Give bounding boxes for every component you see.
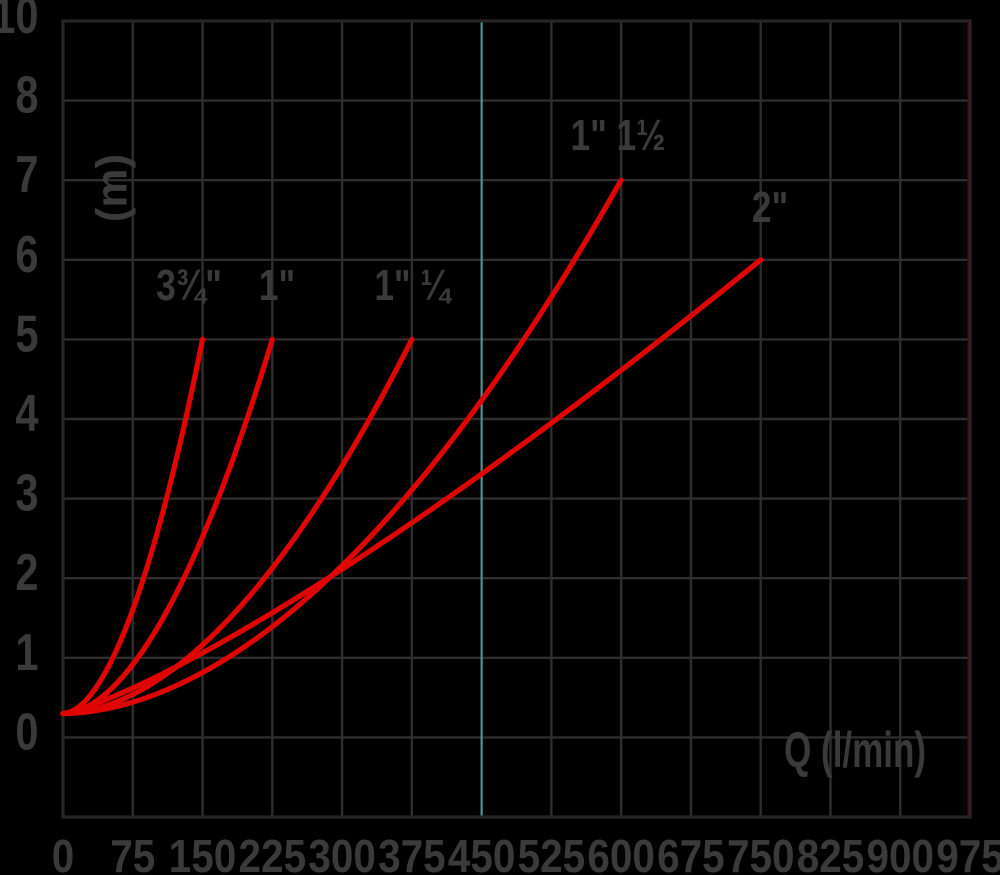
svg-text:225: 225 [239, 832, 307, 875]
svg-text:1" 1½: 1" 1½ [571, 111, 666, 160]
svg-text:675: 675 [657, 832, 725, 875]
svg-text:4: 4 [15, 384, 38, 443]
svg-text:Q (l/min): Q (l/min) [784, 723, 926, 779]
svg-text:3¾": 3¾" [156, 261, 222, 310]
svg-text:450: 450 [448, 832, 516, 875]
svg-text:2": 2" [752, 183, 788, 232]
svg-text:150: 150 [169, 832, 237, 875]
svg-text:525: 525 [518, 832, 586, 875]
svg-text:0: 0 [52, 832, 75, 875]
svg-text:1": 1" [259, 261, 295, 310]
svg-text:1" ¼: 1" ¼ [374, 261, 452, 310]
svg-text:6: 6 [15, 224, 38, 283]
svg-text:825: 825 [797, 832, 865, 875]
svg-text:5: 5 [15, 304, 38, 363]
svg-text:975: 975 [936, 832, 1000, 875]
svg-text:3: 3 [15, 463, 38, 522]
svg-text:600: 600 [587, 832, 655, 875]
svg-text:(m): (m) [87, 154, 136, 222]
svg-text:0: 0 [15, 702, 38, 761]
svg-text:300: 300 [308, 832, 376, 875]
svg-text:8: 8 [15, 65, 38, 124]
svg-text:900: 900 [866, 832, 934, 875]
svg-text:750: 750 [727, 832, 795, 875]
svg-text:7: 7 [15, 145, 38, 204]
svg-text:2: 2 [15, 543, 38, 602]
svg-text:375: 375 [378, 832, 446, 875]
svg-text:1: 1 [15, 622, 38, 681]
svg-text:10: 10 [0, 0, 38, 44]
svg-text:75: 75 [110, 832, 155, 875]
